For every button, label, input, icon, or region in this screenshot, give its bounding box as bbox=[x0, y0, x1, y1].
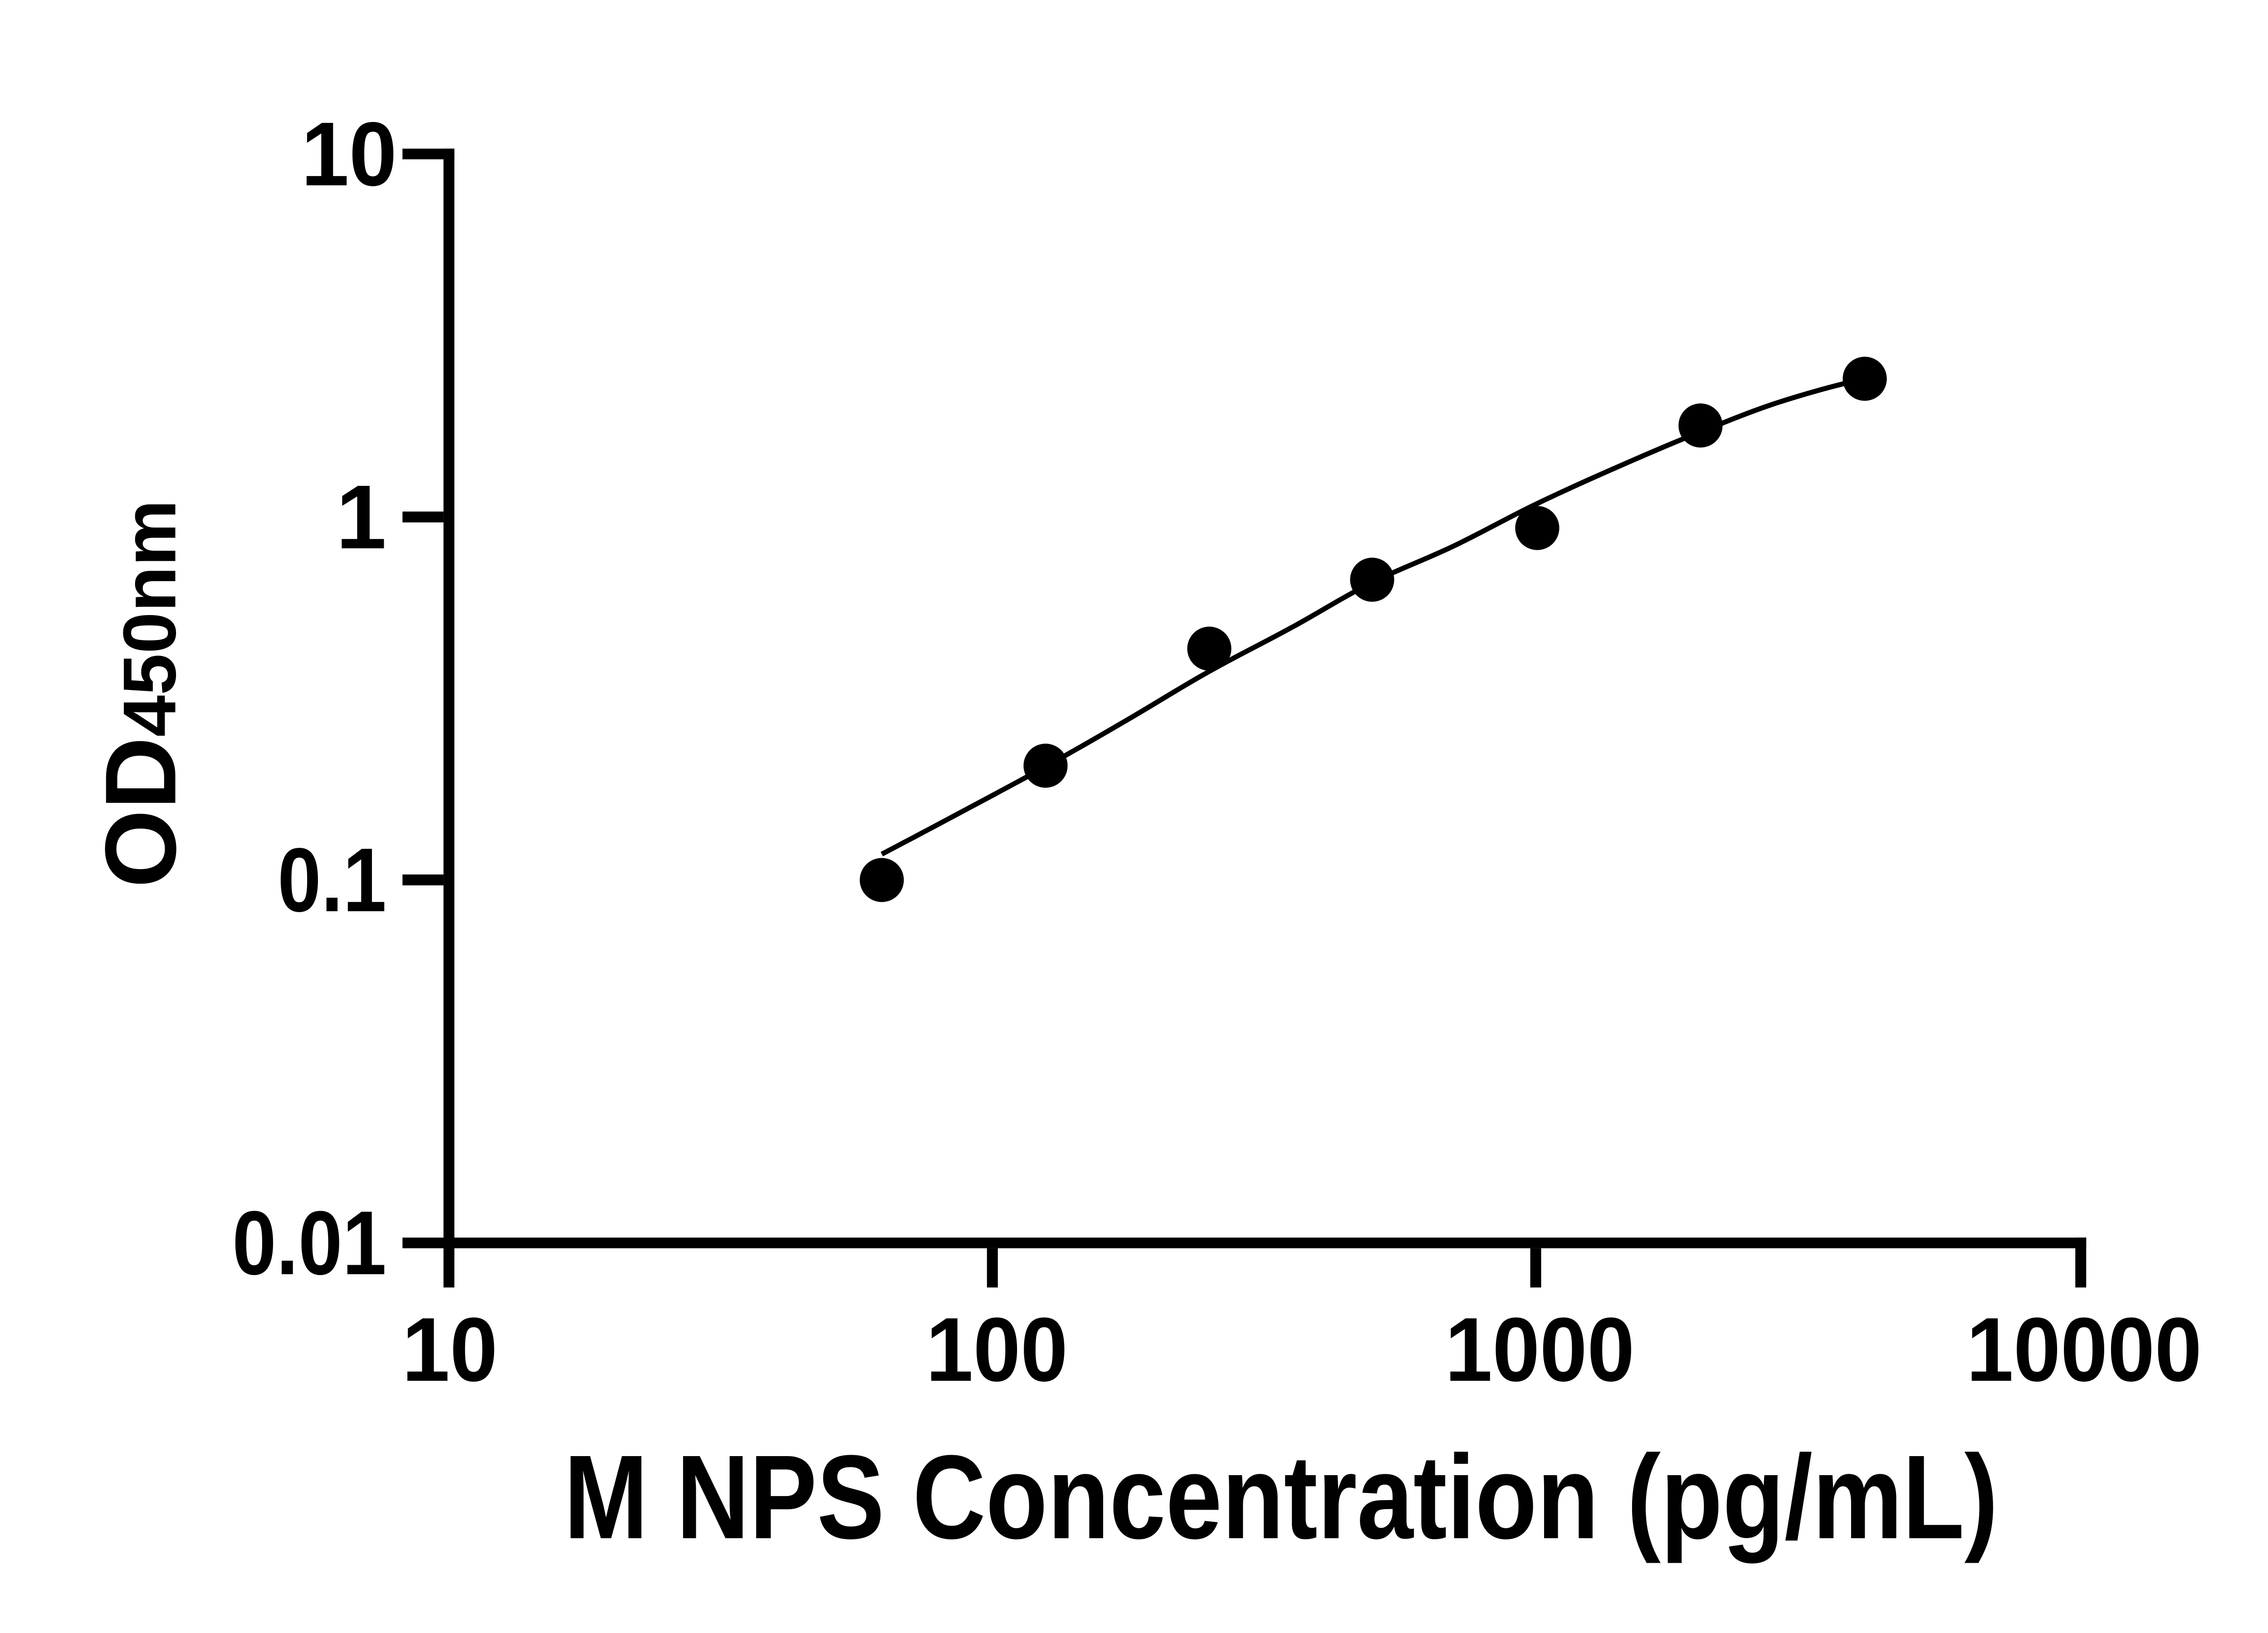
svg-text:0.01: 0.01 bbox=[232, 1193, 386, 1294]
svg-text:1: 1 bbox=[336, 467, 386, 568]
svg-text:OD450nm: OD450nm bbox=[85, 500, 197, 888]
svg-text:0.1: 0.1 bbox=[278, 830, 386, 931]
svg-text:10000: 10000 bbox=[1966, 1299, 2202, 1400]
svg-text:100: 100 bbox=[926, 1299, 1068, 1400]
svg-text:M NPS Concentration (pg/mL): M NPS Concentration (pg/mL) bbox=[564, 1430, 1998, 1565]
svg-text:10: 10 bbox=[301, 104, 397, 205]
svg-text:1000: 1000 bbox=[1445, 1299, 1635, 1400]
svg-text:10: 10 bbox=[402, 1299, 498, 1400]
